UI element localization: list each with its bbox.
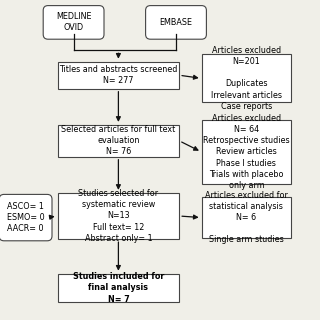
FancyBboxPatch shape [202,120,291,184]
Text: Articles excluded for
statistical analysis
N= 6

Single arm studies: Articles excluded for statistical analys… [205,191,288,244]
FancyBboxPatch shape [58,193,179,239]
FancyBboxPatch shape [202,54,291,102]
Text: ASCO= 1
ESMO= 0
AACR= 0: ASCO= 1 ESMO= 0 AACR= 0 [7,202,44,233]
FancyBboxPatch shape [146,5,206,39]
FancyBboxPatch shape [58,61,179,89]
Text: Articles excluded
N=201

Duplicates
Irrelevant articles
Case reports: Articles excluded N=201 Duplicates Irrel… [211,46,282,111]
Text: Titles and abstracts screened
N= 277: Titles and abstracts screened N= 277 [59,65,178,85]
FancyBboxPatch shape [43,5,104,39]
Text: Studies selected for
systematic review
N=13
Full text= 12
Abstract only= 1: Studies selected for systematic review N… [78,189,158,243]
Text: Articles excluded
N= 64
Retrospective studies
Review articles
Phase I studies
Tr: Articles excluded N= 64 Retrospective st… [203,114,290,190]
FancyBboxPatch shape [202,197,291,238]
Text: EMBASE: EMBASE [159,18,193,27]
Text: MEDLINE
OVID: MEDLINE OVID [56,12,91,32]
FancyBboxPatch shape [58,274,179,302]
FancyBboxPatch shape [0,194,52,241]
Text: Studies included for
final analysis
N= 7: Studies included for final analysis N= 7 [73,272,164,304]
Text: Selected articles for full text
evaluation
N= 76: Selected articles for full text evaluati… [61,125,176,156]
FancyBboxPatch shape [58,125,179,157]
